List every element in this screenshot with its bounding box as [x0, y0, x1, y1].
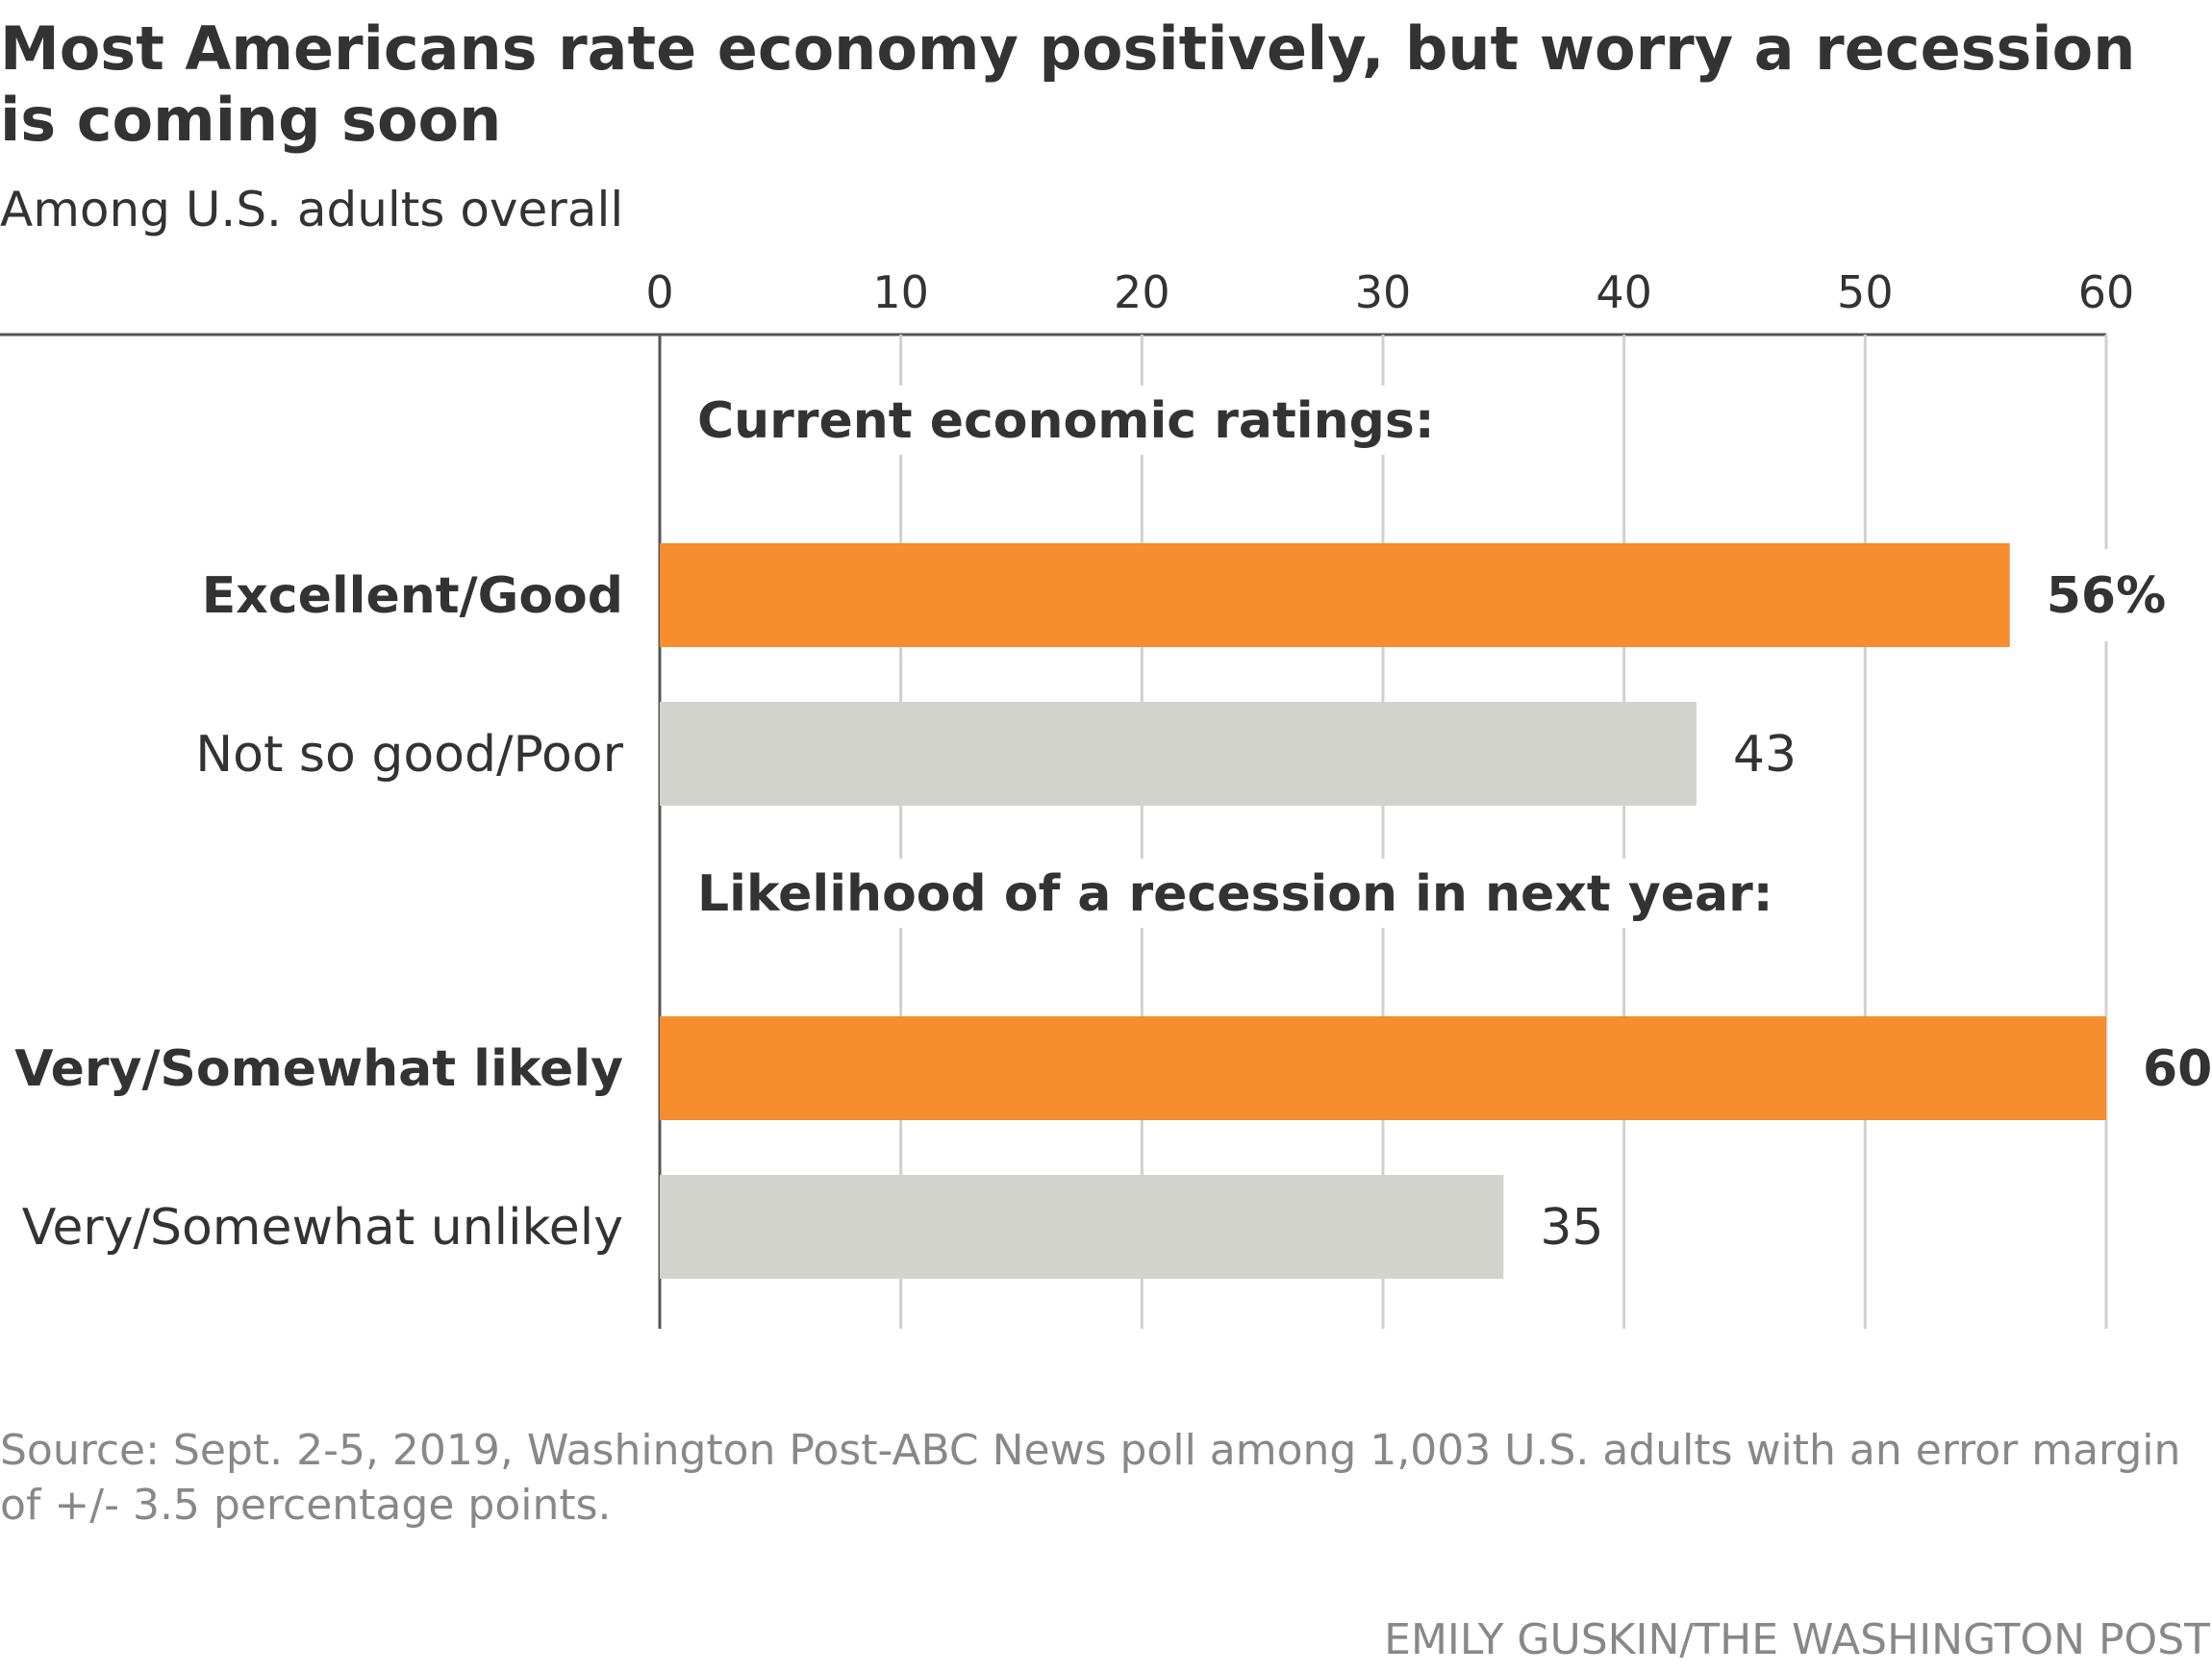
category-label: Very/Somewhat unlikely [22, 1199, 623, 1257]
group-heading: Current economic ratings: [697, 392, 1435, 450]
group-heading: Likelihood of a recession in next year: [697, 865, 1773, 923]
tick-label: 30 [1355, 266, 1412, 318]
chart-subtitle: Among U.S. adults overall [0, 182, 624, 237]
bars [660, 543, 2106, 1279]
labels: Current economic ratings: Excellent/Good 5… [14, 386, 2212, 1273]
bar [660, 1175, 1504, 1279]
category-label: Excellent/Good [202, 567, 623, 625]
chart-title: Most Americans rate economy positively, … [0, 13, 2136, 155]
value-label: 43 [1733, 726, 1797, 784]
tick-label: 60 [2078, 266, 2135, 318]
value-label: 60 [2143, 1040, 2212, 1098]
tick-label: 50 [1837, 266, 1894, 318]
group-heading-bg [686, 386, 1446, 455]
source-note: Source: Sept. 2-5, 2019, Washington Post… [0, 1426, 2181, 1530]
bar [660, 543, 2010, 647]
bar [660, 1016, 2106, 1120]
tick-label: 10 [872, 266, 929, 318]
value-label-bg [1717, 708, 1814, 800]
value-label-bg [2127, 1022, 2212, 1114]
bar-chart: 0 10 20 30 40 50 60 Current economic ratings: E… [0, 266, 2212, 1329]
tick-label: 20 [1114, 266, 1170, 318]
tick-label: 40 [1596, 266, 1652, 318]
value-label-bg [2030, 549, 2160, 641]
x-axis-ticks: 0 10 20 30 40 50 60 [645, 266, 2134, 318]
value-label-bg [1524, 1181, 1621, 1273]
tick-label: 0 [645, 266, 673, 318]
value-label: 56% [2047, 567, 2166, 625]
credit-line: EMILY GUSKIN/THE WASHINGTON POST [1384, 1615, 2210, 1664]
category-label: Very/Somewhat likely [14, 1040, 623, 1098]
bar [660, 702, 1697, 806]
value-label: 35 [1540, 1199, 1603, 1257]
category-label: Not so good/Poor [195, 726, 623, 784]
grid-lines [0, 333, 2108, 1329]
group-heading-bg [686, 859, 1785, 928]
